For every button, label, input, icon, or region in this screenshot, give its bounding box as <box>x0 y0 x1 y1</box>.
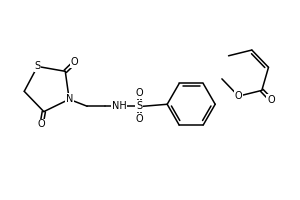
Text: O: O <box>267 95 275 105</box>
Text: S: S <box>136 101 142 111</box>
Text: O: O <box>135 88 143 98</box>
Text: O: O <box>135 114 143 124</box>
Text: O: O <box>235 91 242 101</box>
Text: O: O <box>71 57 78 67</box>
Text: N: N <box>65 94 73 104</box>
Text: O: O <box>38 119 45 129</box>
Text: NH: NH <box>112 101 127 111</box>
Text: S: S <box>34 61 40 71</box>
